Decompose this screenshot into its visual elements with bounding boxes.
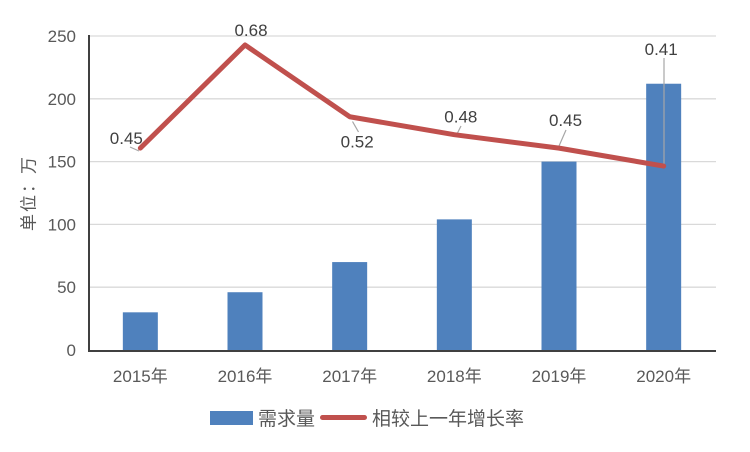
growth-rate-line [137,42,667,169]
x-tick-label-2017: 2017年 [322,367,377,386]
legend-item-growth-rate: 相较上一年增长率 [320,404,524,431]
x-tick-label-2016: 2016年 [218,367,273,386]
legend-label-growth-rate: 相较上一年增长率 [372,409,525,430]
legend-item-demand: 需求量 [209,404,315,431]
x-tick-label-2020: 2020年 [636,367,691,386]
plot-area: 0 50 100 150 200 250 0.45 0.68 0.52 0.48 0.45 0.41 2… [48,21,716,386]
bar-2018 [436,219,472,350]
growth-data-label-2019: 0.45 [549,111,582,130]
growth-data-label-2015: 0.45 [110,129,143,148]
growth-data-label-2016: 0.68 [234,21,267,40]
growth-data-label-2018: 0.48 [444,108,477,127]
legend-line-swatch-icon [320,415,367,420]
y-tick-label-0: 0 [67,341,76,360]
bar-2019 [541,161,577,350]
data-label-leader-4 [558,129,567,147]
legend-label-demand: 需求量 [257,409,315,430]
y-axis-title: 单位：万 [19,155,39,231]
data-label-leader-0 [129,146,140,152]
y-tick-label-250: 250 [48,27,76,46]
bar-2017 [332,262,368,350]
y-tick-label-50: 50 [57,278,76,297]
bar-2015 [122,312,158,350]
x-tick-label-2018: 2018年 [427,367,482,386]
y-tick-label-150: 150 [48,153,76,172]
growth-data-label-2020: 0.41 [645,40,678,59]
y-tick-label-200: 200 [48,90,76,109]
y-tick-label-100: 100 [48,215,76,234]
x-tick-label-2019: 2019年 [532,367,587,386]
legend-bar-swatch-icon [209,410,253,425]
growth-data-label-2017: 0.52 [341,133,374,152]
x-tick-label-2015: 2015年 [113,367,168,386]
bar-2016 [227,292,263,350]
legend: 需求量 相较上一年增长率 [0,404,742,431]
data-label-leader-2 [351,121,360,133]
